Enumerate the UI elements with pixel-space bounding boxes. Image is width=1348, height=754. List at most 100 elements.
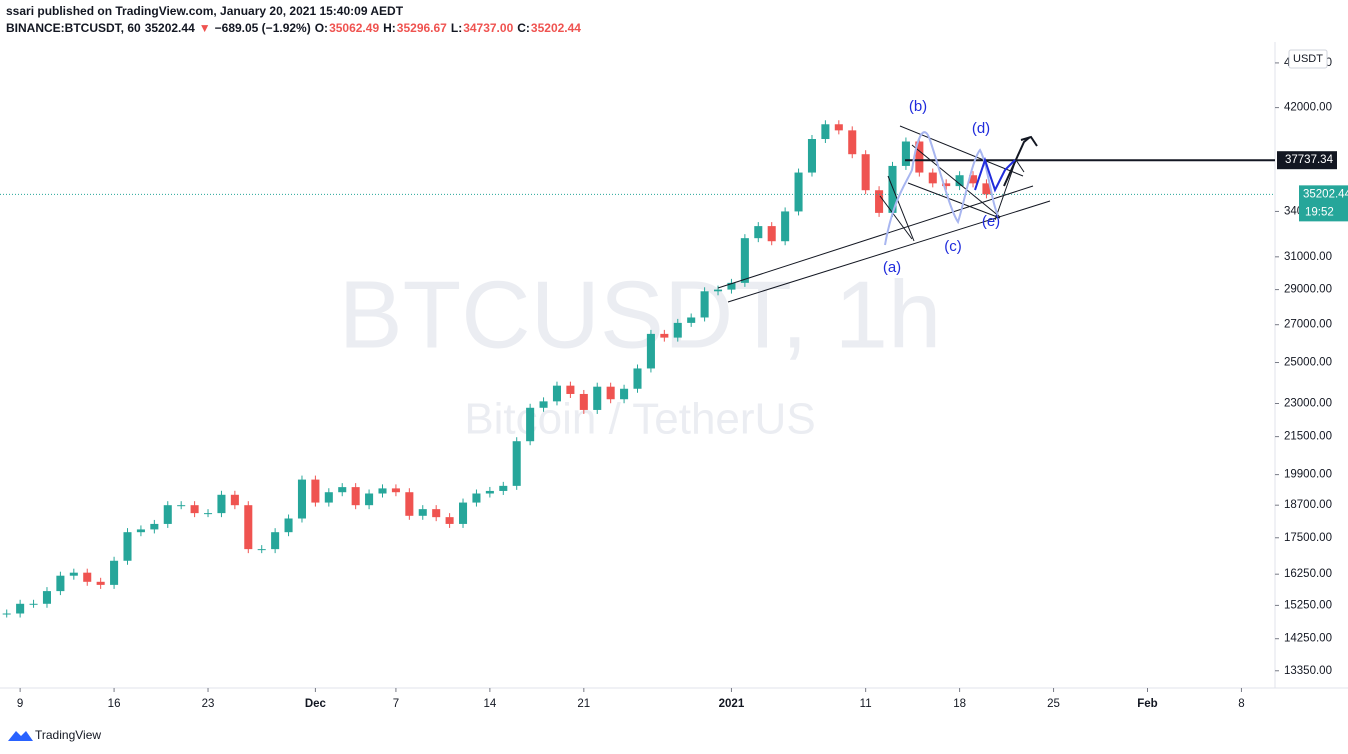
candle xyxy=(69,572,78,576)
candle xyxy=(928,172,937,184)
watermark: BTCUSDT, 1h xyxy=(339,261,942,368)
plot xyxy=(0,120,1275,618)
candle xyxy=(512,441,521,486)
candle xyxy=(633,368,642,389)
header-field: C: xyxy=(517,21,530,35)
header-field: 35202.44 xyxy=(145,21,195,35)
candle xyxy=(673,322,682,338)
candle xyxy=(660,333,669,338)
candle xyxy=(418,509,427,516)
candle xyxy=(646,333,655,369)
candle xyxy=(136,529,145,533)
last-price-label: 35202.44 xyxy=(1303,188,1348,200)
trendline xyxy=(717,185,1034,289)
currency-box xyxy=(1288,49,1328,69)
candle xyxy=(351,487,360,506)
candle xyxy=(781,211,790,242)
wave xyxy=(974,156,1016,193)
x-tick-label: 9 xyxy=(17,698,23,710)
header-field: 35202.44 xyxy=(531,21,581,35)
wave-label: (d) xyxy=(972,120,990,137)
candle xyxy=(807,139,816,173)
wave xyxy=(884,131,999,246)
x-tick-label: 14 xyxy=(483,698,496,710)
y-tick-label: 19900.00 xyxy=(1284,469,1332,481)
axes: 46000.0042000.0034000.0031000.0029000.00… xyxy=(17,49,1348,710)
x-tick-label: 25 xyxy=(1047,698,1060,710)
candle xyxy=(942,183,951,187)
y-tick-label: 27000.00 xyxy=(1284,319,1332,331)
watermark-sub: Bitcoin / TetherUS xyxy=(464,395,815,444)
candle xyxy=(16,603,25,614)
trendline xyxy=(879,195,913,240)
candle xyxy=(204,513,213,515)
x-tick-label: 16 xyxy=(108,698,121,710)
wave-label: (a) xyxy=(883,259,901,276)
candle xyxy=(955,175,964,187)
y-tick-label: 21500.00 xyxy=(1284,431,1332,443)
candle xyxy=(485,490,494,494)
candle xyxy=(727,282,736,290)
candle xyxy=(338,487,347,493)
x-tick-label: 7 xyxy=(393,698,399,710)
watermark-group: BTCUSDT, 1h Bitcoin / TetherUS xyxy=(339,261,942,443)
last-price-box xyxy=(1299,185,1348,222)
candle xyxy=(472,493,481,503)
candle xyxy=(96,581,105,585)
y-tick-label: 16250.00 xyxy=(1284,568,1332,580)
candle xyxy=(445,517,454,524)
candle xyxy=(834,124,843,131)
candle xyxy=(969,175,978,184)
candle xyxy=(552,385,561,402)
candle xyxy=(257,549,266,551)
candle xyxy=(579,393,588,410)
wave-label: (c) xyxy=(944,238,962,255)
candle xyxy=(297,479,306,519)
x-tick-label: Dec xyxy=(305,698,327,710)
brand-logo xyxy=(8,731,33,741)
candle xyxy=(700,291,709,318)
x-tick-label: 18 xyxy=(953,698,966,710)
publish-line: ssari published on TradingView.com, Janu… xyxy=(6,4,404,18)
candle xyxy=(217,494,226,514)
wave-label: (b) xyxy=(909,98,927,115)
wave-label: (e) xyxy=(982,213,1000,230)
header-field: 35062.49 xyxy=(329,21,379,35)
header-field: L: xyxy=(451,21,462,35)
x-tick-label: 8 xyxy=(1238,698,1244,710)
candle xyxy=(83,572,92,582)
candle xyxy=(123,532,132,561)
level-label: 37737.34 xyxy=(1285,154,1334,166)
candle xyxy=(29,603,38,605)
candle xyxy=(875,190,884,213)
y-tick-label: 31000.00 xyxy=(1284,251,1332,263)
candle xyxy=(499,485,508,491)
y-tick-label: 13350.00 xyxy=(1284,665,1332,677)
candle xyxy=(271,532,280,550)
candle xyxy=(714,289,723,292)
x-tick-label: Feb xyxy=(1137,698,1157,710)
candle xyxy=(566,385,575,394)
candle xyxy=(459,502,468,524)
header-field: H: xyxy=(383,21,396,35)
candle xyxy=(230,494,239,506)
trendline xyxy=(911,144,1001,218)
candle xyxy=(915,141,924,173)
candle xyxy=(2,613,11,615)
x-tick-label: 11 xyxy=(860,698,872,710)
candle xyxy=(740,238,749,283)
candle xyxy=(324,492,333,503)
y-tick-label: 15250.00 xyxy=(1284,599,1332,611)
header-field: 34737.00 xyxy=(463,21,513,35)
candle xyxy=(110,560,119,585)
candle xyxy=(432,509,441,518)
header-field: O: xyxy=(315,21,328,35)
ohlc-line: BINANCE:BTCUSDT, 60 35202.44 ▼ −689.05 (−1.… xyxy=(6,21,581,35)
candle xyxy=(311,479,320,503)
annotations: (a) (b) (c) (d) (e) xyxy=(883,98,1000,276)
candle xyxy=(526,407,535,442)
header-field: ▼ xyxy=(199,21,211,35)
candle xyxy=(150,523,159,530)
y-tick-label: 14250.00 xyxy=(1284,633,1332,645)
